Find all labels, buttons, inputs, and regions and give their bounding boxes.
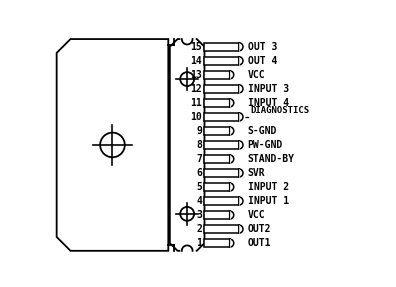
Text: 11: 11 bbox=[190, 98, 202, 108]
Wedge shape bbox=[230, 71, 234, 79]
Bar bbox=[204, 141, 239, 149]
Wedge shape bbox=[230, 239, 234, 247]
Text: SVR: SVR bbox=[248, 168, 265, 178]
Text: 1: 1 bbox=[196, 238, 202, 248]
Text: S-GND: S-GND bbox=[248, 126, 277, 136]
Text: OUT1: OUT1 bbox=[248, 238, 271, 248]
Wedge shape bbox=[239, 141, 243, 149]
Bar bbox=[204, 169, 239, 177]
Bar bbox=[204, 225, 239, 233]
Text: 14: 14 bbox=[190, 56, 202, 66]
Wedge shape bbox=[230, 99, 234, 107]
Text: 2: 2 bbox=[196, 224, 202, 234]
Text: 10: 10 bbox=[190, 112, 202, 122]
Text: 8: 8 bbox=[196, 140, 202, 150]
Wedge shape bbox=[239, 43, 243, 51]
Text: VCC: VCC bbox=[248, 210, 265, 220]
Text: OUT 4: OUT 4 bbox=[248, 56, 277, 66]
Text: 6: 6 bbox=[196, 168, 202, 178]
Bar bbox=[204, 127, 230, 135]
Text: 13: 13 bbox=[190, 70, 202, 80]
Text: PW-GND: PW-GND bbox=[248, 140, 283, 150]
Text: INPUT 1: INPUT 1 bbox=[248, 196, 289, 206]
Bar bbox=[204, 99, 230, 107]
Wedge shape bbox=[239, 85, 243, 93]
Text: 15: 15 bbox=[190, 42, 202, 52]
Text: 3: 3 bbox=[196, 210, 202, 220]
Bar bbox=[204, 155, 230, 163]
Wedge shape bbox=[239, 57, 243, 65]
Text: 12: 12 bbox=[190, 84, 202, 94]
Text: DIAGNOSTICS: DIAGNOSTICS bbox=[251, 106, 310, 115]
Bar bbox=[204, 239, 230, 247]
Bar bbox=[204, 211, 230, 219]
Wedge shape bbox=[239, 169, 243, 177]
Text: INPUT 2: INPUT 2 bbox=[248, 182, 289, 192]
Bar bbox=[204, 113, 239, 121]
Text: STAND-BY: STAND-BY bbox=[248, 154, 295, 164]
Wedge shape bbox=[230, 183, 234, 191]
Bar bbox=[204, 85, 239, 93]
Polygon shape bbox=[57, 39, 168, 251]
Wedge shape bbox=[239, 197, 243, 205]
Text: 5: 5 bbox=[196, 182, 202, 192]
Wedge shape bbox=[230, 155, 234, 163]
Text: INPUT 3: INPUT 3 bbox=[248, 84, 289, 94]
Text: INPUT 4: INPUT 4 bbox=[248, 98, 289, 108]
Bar bbox=[204, 71, 230, 79]
Bar bbox=[204, 183, 230, 191]
Wedge shape bbox=[239, 113, 243, 121]
Wedge shape bbox=[239, 225, 243, 233]
Text: 7: 7 bbox=[196, 154, 202, 164]
Bar bbox=[204, 197, 239, 205]
Wedge shape bbox=[230, 127, 234, 135]
Bar bbox=[204, 57, 239, 65]
Text: 4: 4 bbox=[196, 196, 202, 206]
Wedge shape bbox=[230, 211, 234, 219]
Text: VCC: VCC bbox=[248, 70, 265, 80]
Text: OUT 3: OUT 3 bbox=[248, 42, 277, 52]
Bar bbox=[204, 43, 239, 51]
Text: 9: 9 bbox=[196, 126, 202, 136]
Text: OUT2: OUT2 bbox=[248, 224, 271, 234]
Polygon shape bbox=[170, 39, 204, 251]
